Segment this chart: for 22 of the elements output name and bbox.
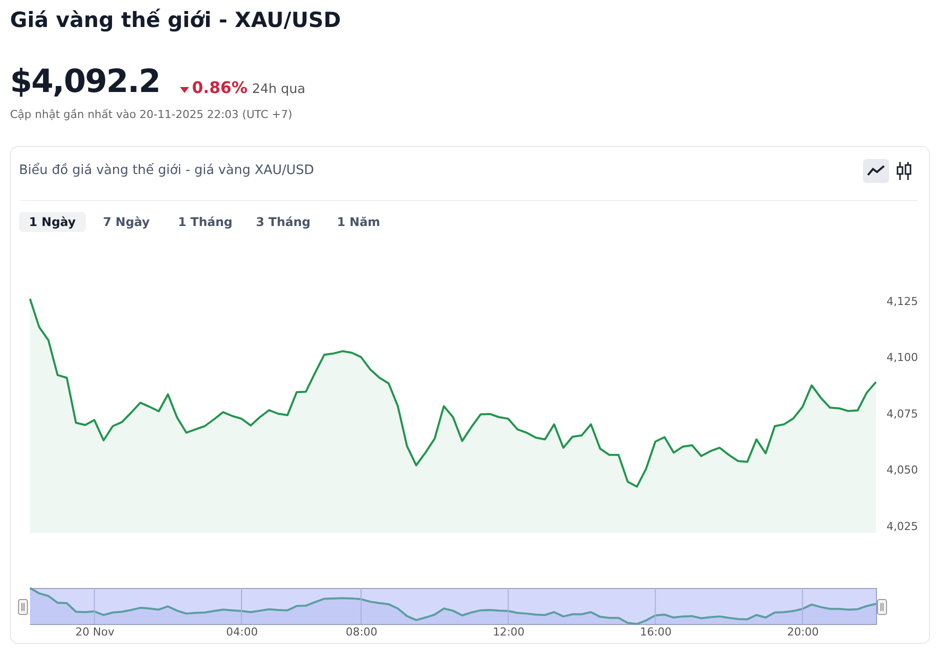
y-tick-label: 4,075: [886, 407, 918, 420]
y-tick-label: 4,050: [886, 464, 918, 476]
x-tick-label: 12:00: [492, 626, 525, 638]
y-tick-label: 4,025: [886, 520, 918, 533]
y-tick-label: 4,125: [886, 294, 918, 308]
text: 1 Ngày: [19, 212, 86, 232]
x-tick-label: 20:00: [787, 626, 819, 638]
chart-subtitle: Biểu đồ giá vàng thế giới - giá vàng XAU/USD: [19, 163, 314, 178]
text: 3 Tháng: [255, 214, 312, 231]
text: $4,092.2: [10, 62, 160, 100]
text: 7 Ngày: [102, 214, 151, 231]
text: 1 Tháng: [177, 214, 234, 231]
x-tick-label: 20 Nov: [75, 626, 115, 638]
y-tick-label: 4,100: [886, 351, 918, 364]
text: Cập nhật gần nhất vào 20-11-2025 22:03 (UTC +7): [10, 108, 292, 121]
text: 1 Năm: [336, 214, 382, 231]
x-tick-label: 04:00: [226, 626, 258, 638]
x-tick-label: 16:00: [640, 626, 672, 638]
chart-title: Giá vàng thế giới - XAU/USD: [10, 8, 341, 32]
x-tick-label: 08:00: [346, 626, 378, 638]
text: 24h qua: [252, 82, 306, 97]
text: 0.86%: [192, 78, 248, 97]
